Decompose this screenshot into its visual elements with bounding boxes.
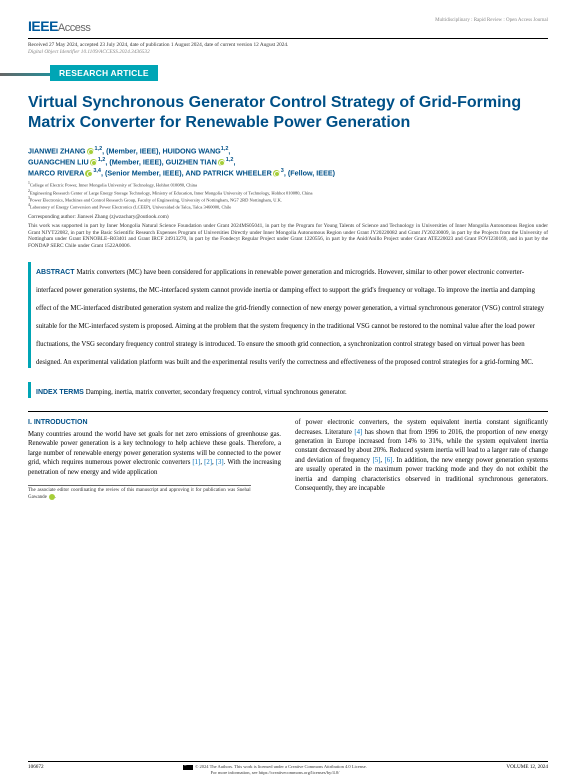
associate-editor-note: The associate editor coordinating the re… [28,485,251,502]
affiliation-line: Power Electronics, Machines and Control … [30,197,282,202]
header-row: IEEEAccess Multidisciplinary : Rapid Rev… [28,18,548,34]
affiliations: 1College of Electric Power, Inner Mongol… [28,181,548,210]
author-name: PATRICK WHEELER [203,168,272,177]
abstract-block: ABSTRACT Matrix converters (MC) have bee… [28,261,548,369]
citation-link[interactable]: [2] [204,459,212,466]
publication-dates: Received 27 May 2024, accepted 23 July 2… [28,42,548,48]
author-role: , (Member, IEEE), [105,157,165,166]
index-terms-block: INDEX TERMS Damping, inertia, matrix con… [28,381,548,399]
author-role: , (Fellow, IEEE) [284,168,335,177]
author-role: , (Member, IEEE), [102,146,162,155]
cc-icon [183,765,193,770]
orcid-icon [273,170,280,177]
license-text: © 2024 The Authors. This work is license… [44,764,507,775]
orcid-icon [85,170,92,177]
author-affil-sup: 3,4 [93,168,101,174]
author-name: JIANWEI ZHANG [28,146,86,155]
section-heading: I. INTRODUCTION [28,418,281,428]
author-name: GUANGCHEN LIU [28,157,89,166]
ieee-access-logo: IEEEAccess [28,18,90,34]
author-role: , [233,157,235,166]
body-text: of power electronic converters, the syst… [295,419,548,492]
abstract-text: Matrix converters (MC) have been conside… [36,269,544,366]
affiliation-line: Laboratory of Energy Conversion and Powe… [30,204,231,209]
header-rule [28,38,548,39]
funding-statement: This work was supported in part by Inner… [28,223,548,249]
logo-main: IEEE [28,18,58,34]
citation-link[interactable]: [4] [354,429,362,436]
citation-link[interactable]: [5] [372,457,380,464]
author-name: MARCO RIVERA [28,168,84,177]
affiliation-line: Engineering Research Center of Large Ene… [30,190,313,195]
volume-info: VOLUME 12, 2024 [506,764,548,770]
page-footer: 106672 © 2024 The Authors. This work is … [28,761,548,775]
doi-line: Digital Object Identifier 10.1109/ACCESS… [28,49,548,55]
orcid-icon [218,159,225,166]
index-terms-text: Damping, inertia, matrix converter, seco… [86,389,347,396]
author-list: JIANWEI ZHANG 1,2, (Member, IEEE), HUIDON… [28,146,548,178]
author-name: GUIZHEN TIAN [166,157,217,166]
column-right: of power electronic converters, the syst… [295,418,548,502]
orcid-icon [90,159,97,166]
logo-sub: Access [58,22,90,34]
journal-tagline: Multidisciplinary : Rapid Review : Open … [435,18,548,23]
article-type-badge: RESEARCH ARTICLE [50,65,158,81]
page-number: 106672 [28,764,44,770]
author-role: , (Senior Member, IEEE), AND [101,168,203,177]
citation-link[interactable]: [1] [192,459,200,466]
abstract-label: ABSTRACT [36,269,76,276]
column-left: I. INTRODUCTION Many countries around th… [28,418,281,502]
index-terms-label: INDEX TERMS [36,389,86,396]
author-affil-sup: 1,2 [95,146,103,152]
citation-link[interactable]: [6] [385,457,393,464]
body-text: Many countries around the world have set… [28,431,281,476]
body-columns: I. INTRODUCTION Many countries around th… [28,418,548,502]
article-title: Virtual Synchronous Generator Control St… [28,93,548,134]
affiliation-line: College of Electric Power, Inner Mongoli… [30,183,197,188]
orcid-icon [49,494,55,500]
author-name: HUIDONG WANG [162,146,220,155]
author-role: , [228,146,230,155]
corresponding-author: Corresponding author: Jianwei Zhang (zjw… [28,214,548,220]
body-rule [28,411,548,412]
orcid-icon [87,148,94,155]
badge-area: RESEARCH ARTICLE [28,65,548,83]
citation-link[interactable]: [3] [216,459,224,466]
